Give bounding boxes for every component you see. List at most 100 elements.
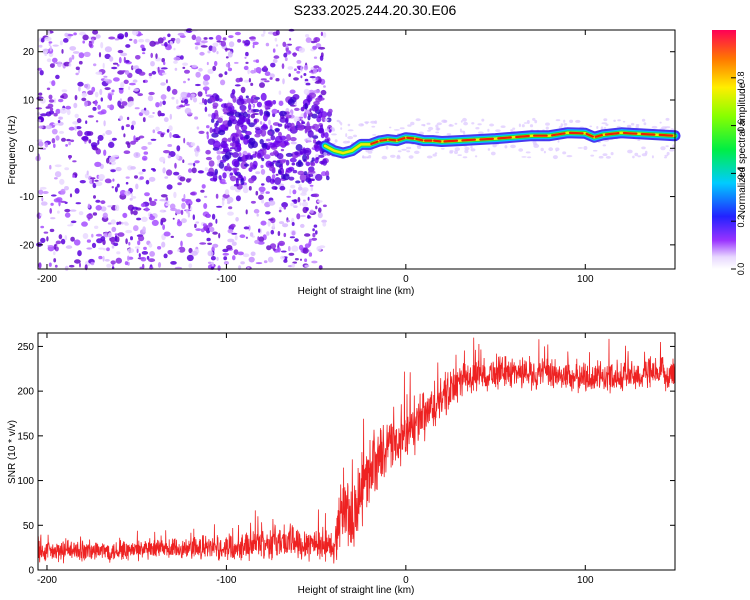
spectrogram-blob bbox=[159, 199, 166, 202]
spectrogram-blob bbox=[216, 150, 222, 155]
spectrogram-blob bbox=[40, 98, 46, 104]
spectrogram-blob bbox=[171, 96, 175, 100]
spectrogram-blob bbox=[311, 113, 318, 119]
spectrogram-faint-blob bbox=[427, 129, 431, 132]
spectrogram-blob bbox=[186, 141, 190, 146]
spectrogram-blob bbox=[207, 113, 212, 117]
spectrogram-blob bbox=[289, 157, 297, 163]
spectrogram-blob bbox=[66, 109, 71, 116]
spectrogram-blob bbox=[305, 161, 311, 167]
spectrogram-blob bbox=[49, 107, 54, 111]
spectrogram-blob bbox=[294, 107, 300, 111]
spectrogram-blob bbox=[152, 112, 155, 114]
spectrogram-blob bbox=[38, 44, 43, 48]
spectrogram-frame bbox=[37, 29, 676, 270]
spectrogram-blob bbox=[173, 191, 177, 199]
spectrogram-blob bbox=[125, 124, 130, 128]
spectrogram-blob bbox=[242, 253, 250, 258]
spectrogram-blob bbox=[261, 183, 265, 186]
colorbar-tick-label: 0.4 bbox=[736, 167, 746, 180]
spectrogram-blob bbox=[222, 172, 227, 179]
spectrogram-blob bbox=[94, 91, 99, 98]
spectrogram-blob bbox=[162, 167, 166, 174]
spectrogram-blob bbox=[123, 133, 126, 138]
spectrogram-blob bbox=[64, 235, 68, 241]
spectrogram-blob bbox=[194, 42, 202, 46]
spectrogram-blob bbox=[148, 197, 152, 202]
spectrogram-blob bbox=[263, 65, 267, 70]
spectrogram-faint-blob bbox=[374, 120, 378, 124]
spectrogram-blob bbox=[285, 134, 291, 141]
spectrogram-blob bbox=[194, 116, 199, 120]
snr-y-tick-label: 100 bbox=[17, 476, 34, 487]
spectrogram-blob bbox=[155, 102, 160, 108]
spectrogram-blob bbox=[98, 247, 105, 250]
spectrogram-blob bbox=[307, 170, 316, 174]
ridge-peak-segment bbox=[604, 132, 620, 136]
spectrogram-blob bbox=[163, 117, 169, 123]
spectrogram-blob bbox=[72, 160, 77, 163]
spectrogram-y-tick-label: 0 bbox=[28, 144, 34, 155]
spectrogram-blob bbox=[102, 62, 105, 69]
spectrogram-blob bbox=[302, 201, 308, 207]
spectrogram-blob bbox=[248, 177, 255, 184]
spectrogram-blob bbox=[297, 123, 304, 130]
spectrogram-faint-blob bbox=[471, 122, 475, 125]
spectrogram-blob bbox=[177, 32, 185, 36]
spectrogram-x-tick-label: 0 bbox=[403, 274, 409, 285]
spectrogram-blob bbox=[144, 38, 150, 43]
spectrogram-blob bbox=[173, 171, 180, 176]
spectrogram-faint-blob bbox=[527, 156, 532, 159]
spectrogram-y-ticks: -20 -10 0 10 20 bbox=[20, 47, 675, 251]
spectrogram-blob bbox=[290, 122, 295, 131]
spectrogram-blob bbox=[206, 237, 211, 242]
spectrogram-blob bbox=[244, 163, 249, 167]
spectrogram-blob bbox=[272, 48, 276, 53]
spectrogram-blob bbox=[313, 56, 318, 59]
spectrogram-blob bbox=[166, 85, 171, 92]
spectrogram-blob bbox=[167, 33, 171, 38]
spectrogram-blob bbox=[69, 46, 77, 51]
spectrogram-faint-blob bbox=[440, 147, 445, 150]
spectrogram-blob bbox=[127, 255, 130, 261]
spectrogram-blob bbox=[259, 121, 263, 125]
spectrogram-faint-blob bbox=[371, 125, 376, 128]
spectrogram-blob bbox=[103, 75, 108, 78]
spectrogram-blob bbox=[264, 71, 271, 76]
spectrogram-blob bbox=[282, 78, 285, 85]
spectrogram-blob bbox=[222, 252, 230, 256]
spectrogram-blob bbox=[133, 152, 141, 158]
spectrogram-faint-blob bbox=[347, 129, 354, 132]
spectrogram-blob bbox=[315, 97, 322, 103]
spectrogram-blob bbox=[107, 205, 113, 208]
spectrogram-faint-blob bbox=[475, 127, 480, 130]
spectrogram-faint-blob bbox=[659, 121, 662, 124]
spectrogram-blob bbox=[174, 162, 177, 169]
spectrogram-blob bbox=[206, 133, 209, 140]
spectrogram-faint-blob bbox=[525, 151, 531, 154]
spectrogram-blob bbox=[288, 246, 291, 252]
spectrogram-blob bbox=[255, 190, 259, 196]
spectrogram-blob bbox=[78, 86, 81, 92]
spectrogram-blob bbox=[98, 174, 105, 180]
spectrogram-blob bbox=[55, 197, 63, 202]
spectrogram-blob bbox=[132, 65, 137, 70]
spectrogram-blob bbox=[205, 149, 211, 155]
spectrogram-blob bbox=[285, 114, 292, 119]
spectrogram-blob bbox=[92, 106, 97, 111]
spectrogram-blob bbox=[74, 259, 81, 264]
spectrogram-blob bbox=[321, 171, 327, 177]
spectrogram-blob bbox=[111, 66, 118, 70]
spectrogram-faint-blob bbox=[347, 136, 354, 140]
spectrogram-blob bbox=[300, 214, 306, 218]
spectrogram-blob bbox=[149, 266, 154, 269]
spectrogram-faint-blob bbox=[622, 120, 626, 123]
spectrogram-blob bbox=[129, 100, 134, 106]
spectrogram-blob bbox=[226, 170, 230, 174]
spectrogram-blob bbox=[123, 150, 131, 154]
spectrogram-faint-blob bbox=[590, 154, 595, 157]
spectrogram-blob bbox=[315, 43, 322, 49]
spectrogram-blob bbox=[39, 70, 44, 76]
spectrogram-blob bbox=[53, 258, 57, 263]
spectrogram-blob bbox=[288, 176, 295, 181]
